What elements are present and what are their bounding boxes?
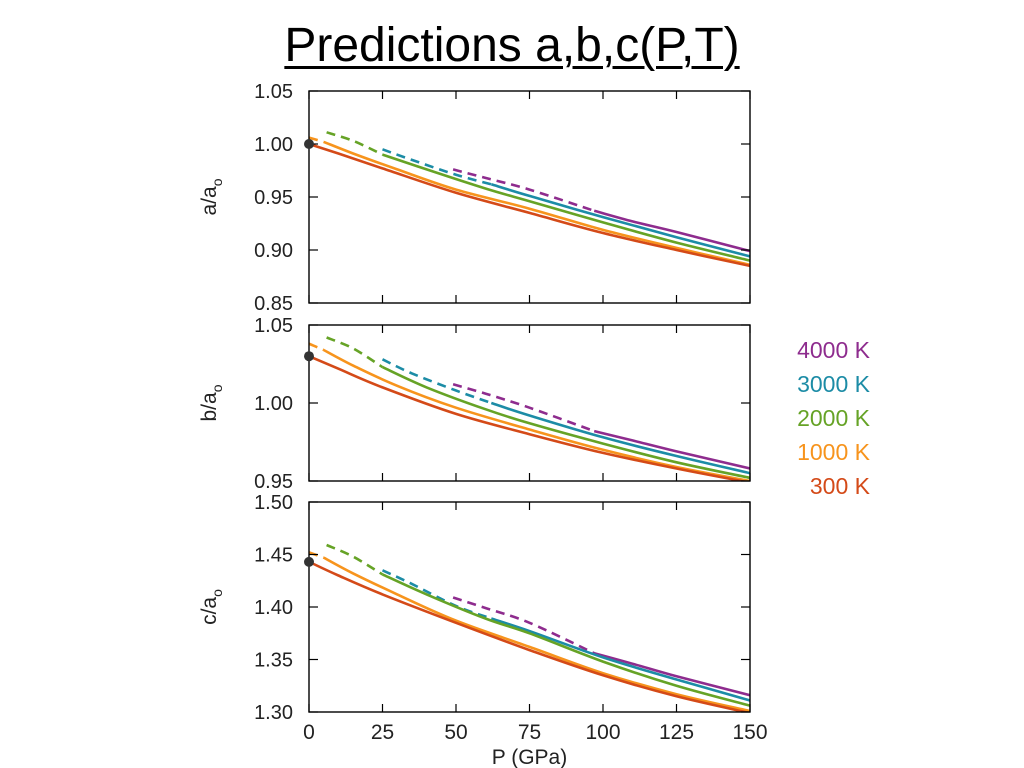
series-solid-segment [382, 153, 750, 262]
series-line-3000k [382, 148, 750, 258]
series-solid-segment [490, 401, 750, 475]
legend-entry: 2000 K [797, 405, 870, 431]
series-dashed-segment [326, 543, 384, 576]
y-tick-label: 1.30 [254, 702, 293, 724]
panel-1: 1.05 1.00 0.95 0.90 0.85 a/ao [198, 81, 751, 315]
series-line-300k [309, 355, 749, 481]
page-title: Predictions a,b,c(P,T) [284, 19, 740, 72]
y-axis-label: b/ao [198, 384, 225, 421]
reference-point [304, 351, 314, 362]
series-solid-segment [309, 355, 749, 481]
y-tick-label: 0.95 [254, 187, 293, 209]
x-tick-label: 100 [585, 721, 620, 744]
series-line-4000k [452, 596, 750, 697]
series-line-300k [309, 560, 750, 712]
series-solid-segment [593, 651, 750, 697]
series-solid-segment [490, 617, 750, 702]
series-line-2000k [326, 543, 750, 707]
reference-point [304, 139, 314, 149]
series-dashed-segment [309, 342, 325, 352]
x-tick-label: 125 [659, 721, 694, 744]
series-solid-segment [309, 560, 750, 712]
panel-2: 1.05 1.00 0.95 b/ao [198, 315, 751, 493]
series-solid-segment [593, 209, 750, 253]
y-tick-label: 0.90 [254, 240, 293, 262]
legend-entry: 4000 K [797, 337, 870, 363]
series-line-2000k [326, 131, 750, 262]
series-line-3000k [381, 358, 750, 475]
series-line-4000k [452, 168, 750, 253]
panel-3: 1.50 1.45 1.40 1.35 1.30 c/ao [198, 492, 751, 724]
y-tick-label: 1.45 [254, 545, 293, 567]
series-line-3000k [381, 569, 750, 702]
series-solid-segment [381, 365, 750, 480]
series-dashed-segment [326, 336, 384, 369]
y-tick-label: 1.40 [254, 597, 293, 619]
y-tick-label: 1.05 [254, 81, 293, 103]
series-line-300k [309, 142, 750, 268]
series-solid-segment [490, 183, 750, 258]
series-solid-segment [323, 556, 750, 712]
series-line-1000k [309, 136, 750, 267]
legend-entry: 1000 K [797, 439, 870, 465]
y-tick-label: 0.85 [254, 293, 293, 315]
x-tick-label: 150 [732, 721, 767, 744]
y-axis-label: c/ao [198, 589, 225, 625]
y-tick-label: 0.95 [254, 471, 293, 493]
series-solid-segment [323, 348, 750, 481]
reference-point [304, 556, 314, 567]
series-solid-segment [381, 573, 750, 707]
series-line-1000k [309, 342, 750, 481]
x-axis-label: P (GPa) [492, 746, 567, 768]
series-dashed-segment [452, 596, 595, 655]
y-axis-label: a/ao [198, 178, 225, 215]
series-solid-segment [309, 142, 750, 268]
series-dashed-segment [452, 168, 595, 213]
x-tick-label: 50 [444, 721, 467, 744]
y-tick-label: 1.50 [254, 492, 293, 514]
series-solid-segment [593, 429, 750, 470]
y-tick-label: 1.00 [254, 393, 293, 415]
x-tick-label: 25 [371, 721, 394, 744]
x-tick-label: 0 [303, 721, 315, 744]
y-tick-label: 1.00 [254, 134, 293, 156]
series-dashed-segment [452, 383, 595, 433]
legend-entry: 3000 K [797, 371, 870, 397]
y-tick-label: 1.35 [254, 650, 293, 672]
series-dashed-segment [382, 148, 492, 186]
series-dashed-segment [326, 131, 384, 156]
series-line-4000k [452, 383, 750, 470]
series-line-2000k [326, 336, 750, 480]
y-tick-label: 1.05 [254, 315, 293, 337]
series-dashed-segment [381, 358, 492, 405]
legend: 4000 K 3000 K 2000 K 1000 K 300 K [770, 333, 870, 503]
legend-entry: 300 K [809, 473, 870, 499]
x-tick-label: 75 [518, 721, 541, 744]
series-dashed-segment [309, 136, 325, 144]
series-solid-segment [323, 140, 750, 267]
